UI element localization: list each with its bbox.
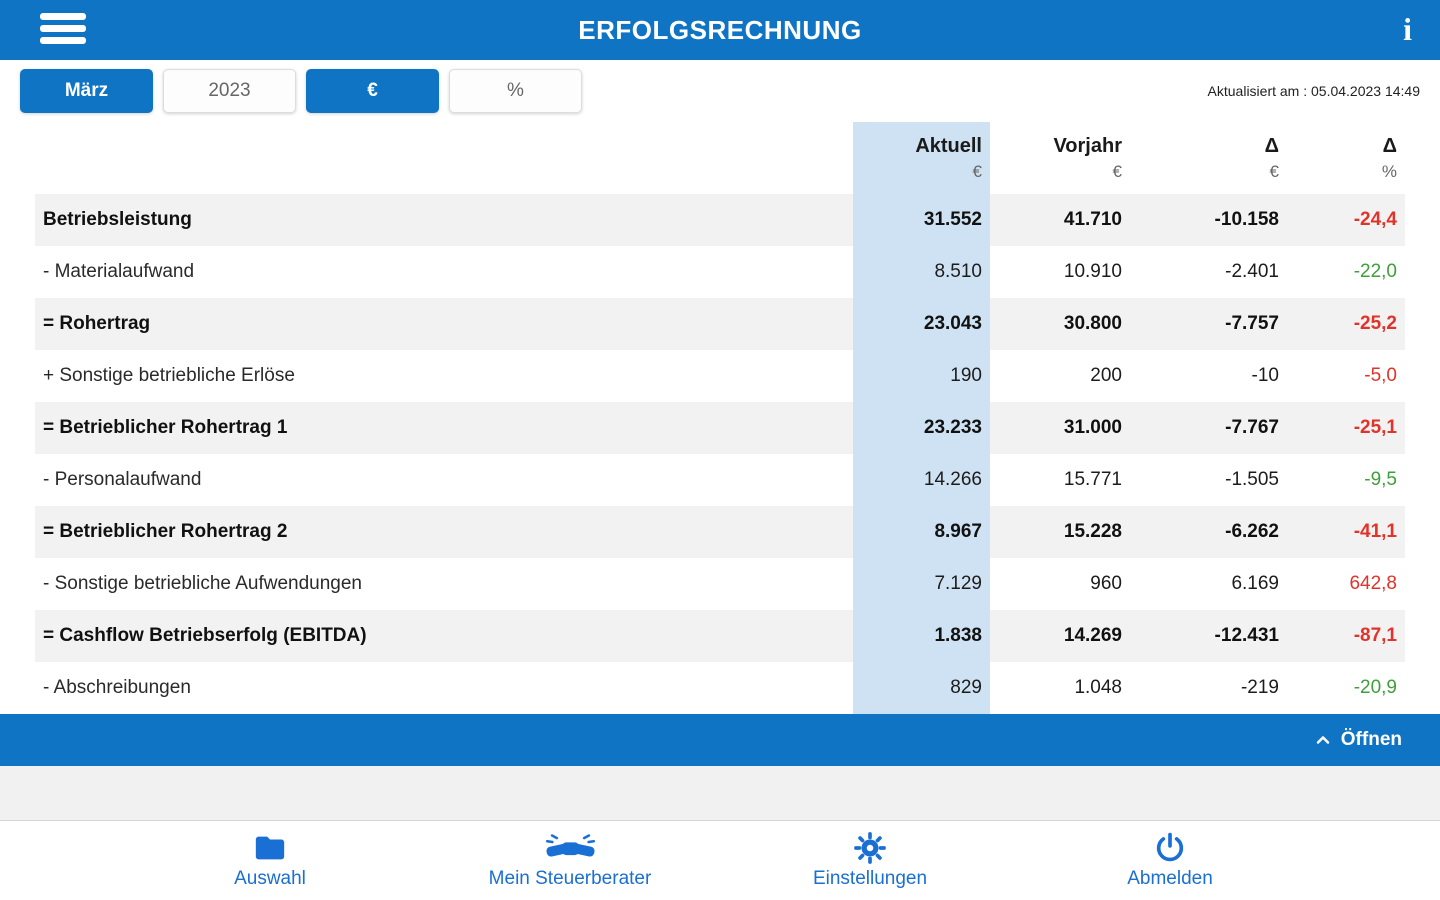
last-updated-text: Aktualisiert am : 05.04.2023 14:49 [1207, 83, 1420, 99]
toggle-euro[interactable]: € [306, 69, 439, 113]
nav-item-auswahl[interactable]: Auswahl [120, 821, 420, 900]
row-label: - Personalaufwand [43, 469, 202, 490]
delta-pct-value: -9,5 [1364, 469, 1397, 490]
delta-pct-value: -5,0 [1364, 365, 1397, 386]
table-row: = Rohertrag 23.043 30.800 -7.757 -25,2 [35, 298, 1405, 350]
aktuell-value: 190 [853, 350, 990, 402]
aktuell-value: 829 [853, 662, 990, 714]
open-panel-button[interactable]: Öffnen [0, 714, 1440, 766]
nav-item-label: Einstellungen [812, 868, 928, 889]
row-label: = Betrieblicher Rohertrag 1 [43, 417, 288, 438]
row-label: - Materialaufwand [43, 261, 195, 282]
vorjahr-value: 14.269 [1063, 625, 1122, 646]
vorjahr-value: 31.000 [1063, 417, 1122, 438]
delta-pct-value: -24,4 [1353, 209, 1397, 230]
delta-value: -10 [1251, 365, 1279, 386]
vorjahr-value: 41.710 [1063, 209, 1122, 230]
row-label: Betriebsleistung [43, 209, 192, 230]
delta-pct-value: -22,0 [1353, 261, 1397, 282]
table-row: - Sonstige betriebliche Aufwendungen 7.12… [35, 558, 1405, 610]
aktuell-value: 14.266 [853, 454, 990, 506]
delta-pct-value: -20,9 [1353, 677, 1397, 698]
hamburger-menu-icon[interactable] [40, 13, 86, 44]
delta-pct-value: -41,1 [1353, 521, 1397, 542]
nav-item-steuerberater[interactable]: Mein Steuerberater [420, 821, 720, 900]
row-label: - Abschreibungen [43, 677, 191, 698]
handshake-icon [545, 831, 596, 865]
aktuell-value: 1.838 [853, 610, 990, 662]
table-row: - Materialaufwand 8.510 10.910 -2.401 -22,0 [35, 246, 1405, 298]
row-label: = Cashflow Betriebserfolg (EBITDA) [43, 625, 367, 646]
column-header-delta-pct: Δ % [1381, 134, 1397, 181]
delta-value: -12.431 [1214, 625, 1279, 646]
page-title: ERFOLGSRECHNUNG [578, 14, 862, 45]
results-table-container: Aktuell € Vorjahr € Δ € Δ % Betriebsleis… [0, 122, 1440, 714]
nav-item-einstellungen[interactable]: Einstellungen [720, 821, 1020, 900]
delta-value: -2.401 [1225, 261, 1279, 282]
open-panel-label: Öffnen [1340, 729, 1402, 750]
filter-toolbar: März 2023 €% Aktualisiert am : 05.04.2023 … [0, 60, 1440, 122]
chevron-up-icon [1316, 736, 1330, 744]
table-row: - Personalaufwand 14.266 15.771 -1.505 -9,5 [35, 454, 1405, 506]
aktuell-value: 23.233 [853, 402, 990, 454]
delta-value: -219 [1240, 677, 1279, 698]
delta-pct-value: -87,1 [1353, 625, 1397, 646]
delta-value: -7.757 [1225, 313, 1279, 334]
row-label: - Sonstige betriebliche Aufwendungen [43, 573, 363, 594]
folder-icon [253, 831, 287, 865]
table-row: Betriebsleistung 31.552 41.710 -10.158 -24,4 [35, 194, 1405, 246]
row-label: = Betrieblicher Rohertrag 2 [43, 521, 288, 542]
delta-value: -6.262 [1225, 521, 1279, 542]
aktuell-value: 8.510 [853, 246, 990, 298]
table-row: = Betrieblicher Rohertrag 1 23.233 31.000 -… [35, 402, 1405, 454]
power-icon [1153, 831, 1187, 865]
delta-value: -10.158 [1214, 209, 1279, 230]
toggle-maerz[interactable]: März [20, 69, 153, 113]
nav-item-label: Mein Steuerberater [488, 868, 652, 889]
column-header-delta-eur: Δ € [1264, 134, 1279, 181]
delta-value: 6.169 [1231, 573, 1279, 594]
vorjahr-value: 15.228 [1063, 521, 1122, 542]
table-row: + Sonstige betriebliche Erlöse 190 200 -10 -… [35, 350, 1405, 402]
nav-item-label: Abmelden [1127, 868, 1213, 889]
toggle-year[interactable]: 2023 [163, 69, 296, 113]
vorjahr-value: 10.910 [1063, 261, 1122, 282]
period-toggle-group: März 2023 €% [20, 69, 582, 113]
row-label: = Rohertrag [43, 313, 151, 334]
info-icon[interactable]: i [1403, 11, 1412, 47]
delta-value: -7.767 [1225, 417, 1279, 438]
table-row: = Cashflow Betriebserfolg (EBITDA) 1.838 1… [35, 610, 1405, 662]
table-row: = Betrieblicher Rohertrag 2 8.967 15.228 -6… [35, 506, 1405, 558]
nav-item-label: Auswahl [234, 868, 306, 889]
delta-pct-value: -25,2 [1353, 313, 1397, 334]
delta-value: -1.505 [1225, 469, 1279, 490]
gear-icon [853, 831, 887, 865]
vorjahr-value: 200 [1090, 365, 1122, 386]
vorjahr-value: 1.048 [1074, 677, 1122, 698]
delta-pct-value: 642,8 [1349, 573, 1397, 594]
bottom-navigation: Auswahl Mein Steuerberater Einstellungen Ab… [0, 820, 1440, 900]
column-header-empty [35, 122, 853, 194]
nav-item-abmelden[interactable]: Abmelden [1020, 821, 1320, 900]
aktuell-value: 31.552 [853, 194, 990, 246]
delta-pct-value: -25,1 [1353, 417, 1397, 438]
column-header-aktuell: Aktuell € [853, 122, 990, 194]
row-label: + Sonstige betriebliche Erlöse [43, 365, 295, 386]
table-header-row: Aktuell € Vorjahr € Δ € Δ % [35, 122, 1405, 194]
app-bar: ERFOLGSRECHNUNG i [0, 0, 1440, 60]
content-spacer [0, 766, 1440, 820]
aktuell-value: 23.043 [853, 298, 990, 350]
aktuell-value: 8.967 [853, 506, 990, 558]
aktuell-value: 7.129 [853, 558, 990, 610]
erfolgsrechnung-table: Aktuell € Vorjahr € Δ € Δ % Betriebsleis… [35, 122, 1405, 714]
column-header-vorjahr: Vorjahr € [1053, 134, 1122, 181]
toggle-percent[interactable]: % [449, 69, 582, 113]
table-row: - Abschreibungen 829 1.048 -219 -20,9 [35, 662, 1405, 714]
vorjahr-value: 15.771 [1063, 469, 1122, 490]
vorjahr-value: 30.800 [1063, 313, 1122, 334]
vorjahr-value: 960 [1090, 573, 1122, 594]
